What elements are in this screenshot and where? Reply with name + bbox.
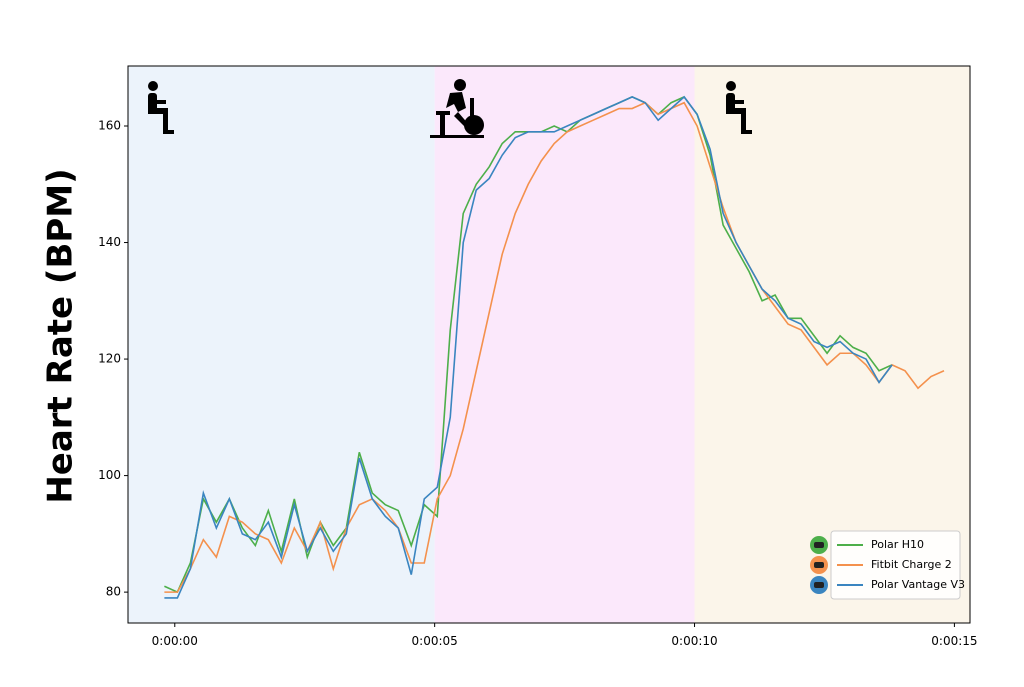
legend-box: [830, 530, 961, 600]
axes: 80 100 120 140 160 0:00:00 0:00:05 0:00:10 0:00:…: [98, 119, 977, 648]
legend: Polar H10 Fitbit Charge 2 Polar Vantage V3: [810, 530, 965, 600]
x-tick-label: 0:00:00: [152, 634, 198, 648]
legend-label: Polar H10: [871, 538, 924, 551]
x-tick-label: 0:00:10: [671, 634, 717, 648]
series-line: [164, 101, 945, 593]
sitting-icon: [148, 81, 174, 134]
y-tick-label: 140: [98, 235, 121, 249]
bike-icon: [430, 79, 484, 138]
legend-device-glyph: [814, 582, 824, 588]
legend-device-glyph: [814, 542, 824, 548]
y-tick-label: 100: [98, 468, 121, 482]
y-tick-label: 120: [98, 352, 121, 366]
y-tick-label: 80: [106, 585, 121, 599]
lines: [164, 95, 945, 599]
x-tick-label: 0:00:05: [412, 634, 458, 648]
shaded-region: [434, 66, 695, 623]
y-tick-label: 160: [98, 119, 121, 133]
sitting-icon: [726, 81, 752, 134]
legend-label: Fitbit Charge 2: [871, 558, 952, 571]
legend-label: Polar Vantage V3: [871, 578, 965, 591]
plot-frame: [127, 65, 971, 624]
y-axis-label: Heart Rate (BPM): [41, 168, 81, 503]
legend-device-glyph: [814, 562, 824, 568]
activity-icons: [148, 79, 752, 138]
regions: [128, 66, 970, 623]
x-tick-label: 0:00:15: [931, 634, 977, 648]
shaded-region: [128, 66, 435, 623]
series-line: [164, 95, 893, 599]
